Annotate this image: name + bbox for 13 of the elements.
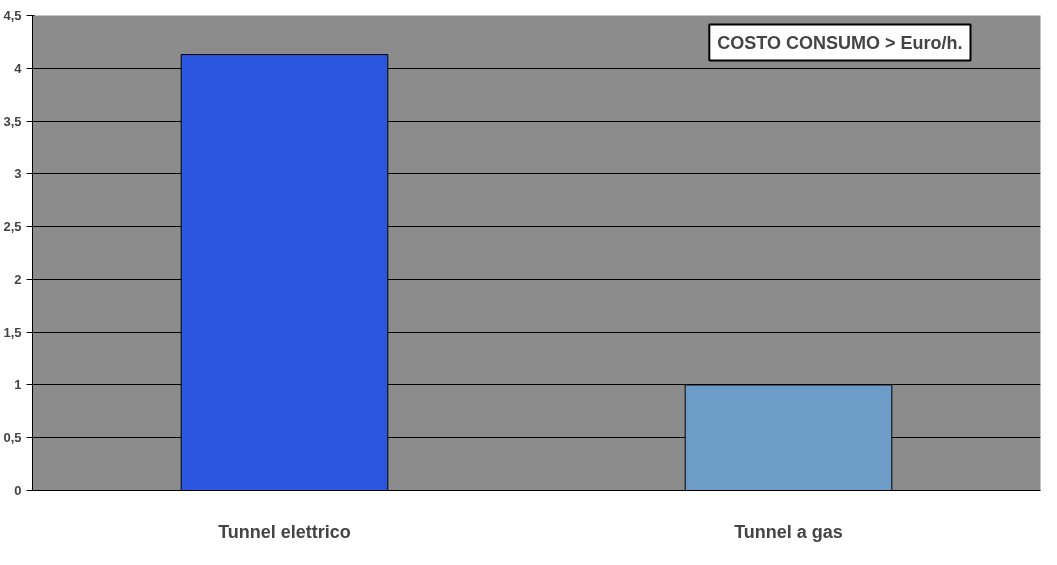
y-tick-label: 3,5	[3, 113, 22, 129]
y-tick-label: 4	[14, 60, 23, 76]
y-tick-label: 0,5	[3, 430, 22, 446]
text: COSTO CONSUMO > Euro/h.	[717, 32, 963, 53]
y-tick-label: 0	[14, 483, 22, 498]
x-tick-label: Tunnel a gas	[734, 521, 843, 542]
y-tick-label: 2	[14, 271, 22, 287]
y-tick-label: 4,5	[3, 8, 22, 23]
y-tick-label: 2,5	[3, 219, 22, 235]
y-tick-label: 1,5	[3, 324, 22, 340]
x-tick-label: Tunnel elettrico	[218, 521, 351, 542]
y-tick-label: 1	[14, 377, 22, 393]
y-tick-label: 3	[14, 166, 22, 182]
